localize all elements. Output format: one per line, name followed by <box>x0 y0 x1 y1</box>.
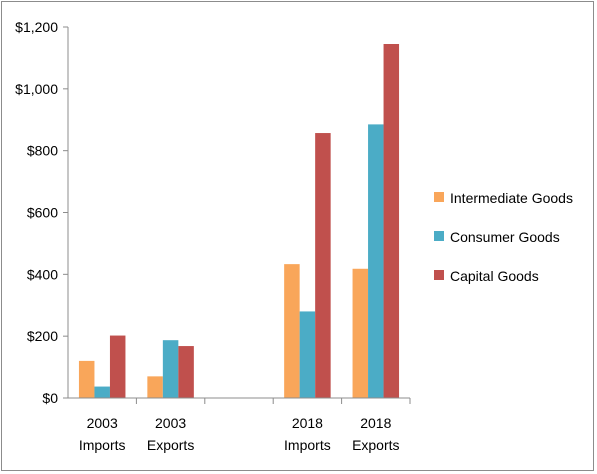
bar-intermediate-goods <box>78 360 95 398</box>
bar-consumer-goods <box>368 124 384 398</box>
legend-label: Intermediate Goods <box>450 190 573 206</box>
x-category-label: 2018 <box>292 415 323 431</box>
x-category-label: Imports <box>284 437 331 453</box>
legend-swatch <box>434 231 444 241</box>
x-axis-labels: 2003 Imports 2003 Exports 2018 Imports 2018 Exp… <box>79 415 400 453</box>
legend-swatch <box>434 192 444 202</box>
bar-capital-goods <box>109 335 126 398</box>
bar-consumer-goods <box>299 311 316 398</box>
y-tick-label: $200 <box>27 328 58 344</box>
legend-swatch <box>434 270 444 280</box>
y-tick-label: $0 <box>42 390 58 406</box>
y-tick-label: $1,000 <box>15 81 58 97</box>
x-category-label: 2018 <box>360 415 391 431</box>
x-category-label: Exports <box>352 437 399 453</box>
x-category-label: 2003 <box>155 415 186 431</box>
x-category-label: 2003 <box>87 415 118 431</box>
bar-capital-goods <box>383 44 400 399</box>
y-tick-label: $400 <box>27 266 58 282</box>
y-tick-label: $800 <box>27 143 58 159</box>
bar-consumer-goods <box>94 386 110 398</box>
bar-intermediate-goods <box>284 264 300 398</box>
axes <box>67 27 411 404</box>
bar-intermediate-goods <box>147 376 163 398</box>
bar-capital-goods <box>315 133 331 398</box>
y-tick-label: $1,200 <box>15 19 58 35</box>
x-category-label: Exports <box>147 437 194 453</box>
bar-series <box>78 44 400 399</box>
legend-label: Capital Goods <box>450 268 539 284</box>
legend-label: Consumer Goods <box>450 229 560 245</box>
y-tick-label: $600 <box>27 205 58 221</box>
bar-consumer-goods <box>162 340 179 398</box>
y-axis-ticks: $0 $200 $400 $600 $800 $1,000 $1,200 <box>15 19 68 406</box>
bar-intermediate-goods <box>352 268 369 398</box>
legend: Intermediate Goods Consumer Goods Capital … <box>434 190 573 284</box>
x-category-label: Imports <box>79 437 126 453</box>
bar-capital-goods <box>178 346 194 398</box>
